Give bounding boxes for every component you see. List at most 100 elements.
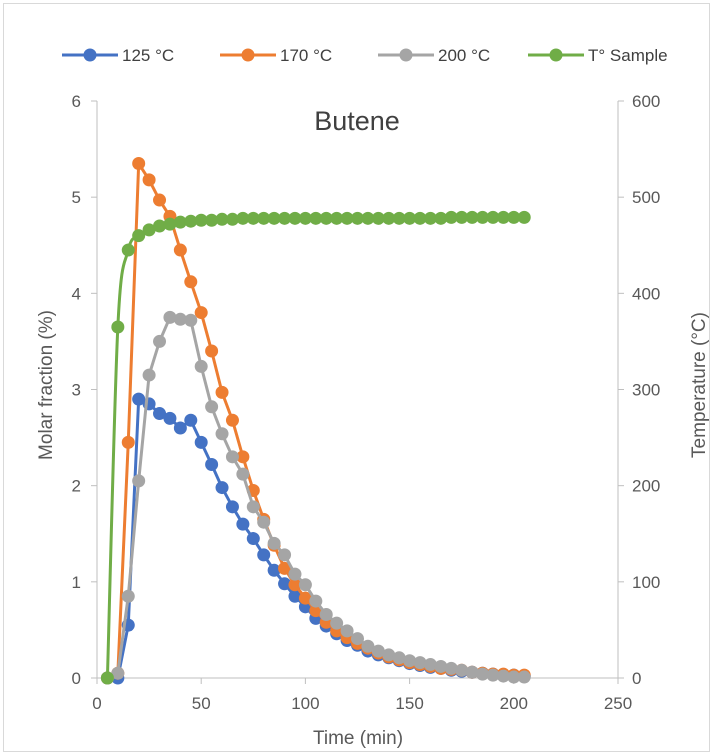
series-line [107,397,525,680]
data-point [413,211,427,225]
data-point [507,210,521,224]
data-point [298,578,312,592]
data-point [267,211,281,225]
data-point [423,211,437,225]
data-point [309,594,323,608]
y-tick-label: 3 [72,381,81,400]
legend-item: T° Sample [528,46,668,65]
legend-item: 125 °C [62,46,174,65]
legend-marker [83,48,97,62]
x-tick-label: 200 [500,694,528,713]
data-point [246,211,260,225]
data-point [330,211,344,225]
data-point [184,413,198,427]
x-tick-label: 100 [291,694,319,713]
data-point [507,670,521,684]
data-point [153,193,167,207]
data-point [121,435,135,449]
legend-label: T° Sample [588,46,668,65]
series-4 [100,210,531,685]
data-point [340,624,354,638]
legend-label: 200 °C [438,46,490,65]
y2-tick-label: 500 [632,188,660,207]
data-point [434,211,448,225]
data-point [236,517,250,531]
legend-label: 125 °C [122,46,174,65]
legend-label: 170 °C [280,46,332,65]
series-1 [100,392,531,685]
legend-marker [399,48,413,62]
data-point [257,515,271,529]
x-tick-label: 0 [92,694,101,713]
data-point [340,211,354,225]
legend: 125 °C 170 °C 200 °C T° Sample [62,46,668,65]
data-point [142,173,156,187]
data-point [496,669,510,683]
x-axis-title: Time (min) [313,728,403,749]
y-tick-label: 2 [72,477,81,496]
data-point [100,671,114,685]
data-point [215,481,229,495]
data-point [205,400,219,414]
data-point [278,577,292,591]
data-point [351,632,364,646]
series-layer [100,157,531,685]
data-point [173,312,187,326]
y-tick-label: 6 [72,92,81,111]
data-point [382,648,396,662]
data-point [236,467,250,481]
data-point [371,211,385,225]
data-point [267,563,281,577]
data-point [351,211,364,225]
data-point [298,591,312,605]
data-point [173,421,187,435]
data-point [215,427,229,441]
data-point [288,589,302,603]
data-point [403,654,417,668]
data-point [194,213,208,227]
legend-marker [241,48,255,62]
data-point [330,616,344,630]
legend-item: 170 °C [220,46,332,65]
data-point [455,663,469,677]
data-point [132,157,146,171]
data-point [121,243,135,257]
data-point [205,458,219,472]
data-point [413,656,427,670]
data-point [111,666,125,680]
data-point [184,214,198,228]
x-tick-label: 250 [604,694,632,713]
data-point [236,450,250,464]
legend-marker [549,48,563,62]
data-point [517,670,531,684]
y2-tick-label: 100 [632,573,660,592]
data-point [163,217,177,231]
data-point [225,500,239,514]
data-point [392,651,406,665]
data-point [236,211,250,225]
data-point [205,213,219,227]
data-point [257,211,271,225]
y-tick-label: 1 [72,573,81,592]
series-3 [100,310,531,685]
data-point [403,211,417,225]
data-point [163,411,177,425]
data-point [225,413,239,427]
data-point [444,661,458,675]
data-point [173,243,187,257]
data-point [205,344,219,358]
data-point [153,219,167,233]
data-point [486,210,500,224]
data-point [215,212,229,226]
y2-tick-label: 300 [632,381,660,400]
y2-tick-label: 200 [632,477,660,496]
data-point [194,435,208,449]
data-point [267,536,281,550]
data-point [298,211,312,225]
data-point [132,229,146,243]
axes: 0 1 2 3 4 5 6 0 100 200 300 400 500 600 0 50 100 150 200 25… [72,92,661,713]
data-point [288,567,302,581]
data-point [496,210,510,224]
data-point [455,210,469,224]
